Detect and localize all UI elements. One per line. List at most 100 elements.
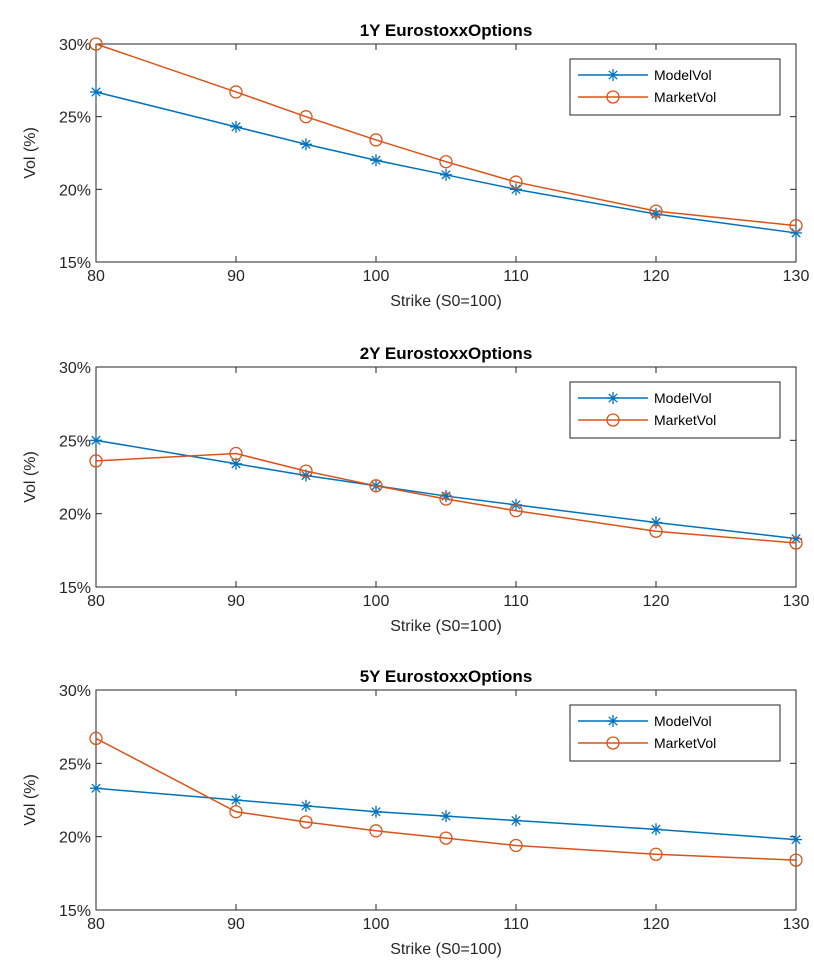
data-point-marketvol <box>369 133 383 147</box>
x-tick-label: 80 <box>87 593 105 610</box>
data-point-marketvol <box>439 492 453 506</box>
data-point-marketvol <box>89 454 103 468</box>
data-point-modelvol <box>230 120 242 133</box>
data-point-modelvol <box>370 154 382 167</box>
data-point-marketvol <box>509 175 523 189</box>
series-line-marketvol <box>95 452 797 544</box>
x-tick-label: 90 <box>227 268 245 285</box>
data-point-modelvol <box>300 138 312 151</box>
chart-panel-1: 80 90 100 110 120 130 15% 20% 25% 30% 1Y Eurostoxx… <box>22 21 809 310</box>
data-point-marketvol <box>299 110 313 124</box>
y-tick-label: 15% <box>59 903 91 920</box>
data-point-marketvol <box>789 219 803 233</box>
y-tick-label: 30% <box>59 683 91 700</box>
data-point-marketvol <box>299 464 313 478</box>
y-tick-label: 20% <box>59 830 91 847</box>
x-axis-label: Strike (S0=100) <box>390 941 502 958</box>
y-axis-label: Vol (%) <box>22 774 39 826</box>
data-point-modelvol <box>90 434 102 447</box>
data-point-modelvol <box>440 810 452 823</box>
data-point-marketvol <box>789 853 803 867</box>
y-tick-label: 15% <box>59 580 91 597</box>
data-point-marketvol <box>369 824 383 838</box>
data-point-modelvol <box>650 823 662 836</box>
data-point-marketvol <box>89 37 103 51</box>
x-tick-label: 130 <box>783 916 810 933</box>
data-point-marketvol <box>299 815 313 829</box>
data-point-modelvol <box>510 183 522 196</box>
legend-marker-marketvol <box>606 413 620 427</box>
y-axis-label: Vol (%) <box>22 451 39 503</box>
x-tick-label: 80 <box>87 916 105 933</box>
legend-marker-marketvol <box>606 90 620 104</box>
y-tick-label: 30% <box>59 37 91 54</box>
legend-label-modelvol: ModelVol <box>654 390 712 406</box>
data-point-modelvol <box>90 782 102 795</box>
data-point-marketvol <box>369 479 383 493</box>
chart-title: 5Y EurostoxxOptions <box>360 667 533 686</box>
y-tick-label: 25% <box>59 433 91 450</box>
x-tick-label: 130 <box>783 593 810 610</box>
data-point-marketvol <box>509 838 523 853</box>
data-point-modelvol <box>230 794 242 806</box>
x-axis-label: Strike (S0=100) <box>390 618 502 635</box>
data-point-marketvol <box>439 155 453 169</box>
x-tick-label: 110 <box>503 593 529 610</box>
data-point-marketvol <box>229 446 243 461</box>
y-tick-label: 25% <box>59 756 91 773</box>
y-tick-label: 30% <box>59 360 91 377</box>
y-tick-label: 15% <box>59 255 91 272</box>
legend: ModelVol MarketVol <box>569 381 781 439</box>
data-point-marketvol <box>649 204 663 218</box>
chart-panel-2: 80 90 100 110 120 130 15% 20% 25% 30% 2Y Eurostoxx… <box>22 344 809 635</box>
data-point-modelvol <box>790 833 802 846</box>
data-point-modelvol <box>90 85 102 98</box>
legend-box <box>569 704 781 762</box>
data-point-marketvol <box>229 85 243 99</box>
legend-label-marketvol: MarketVol <box>654 89 716 105</box>
x-tick-label: 130 <box>783 268 810 285</box>
legend-marker-modelvol <box>607 715 619 727</box>
x-tick-label: 120 <box>643 593 670 610</box>
series-line-marketvol <box>95 737 797 861</box>
data-point-modelvol <box>370 805 382 818</box>
y-axis-label: Vol (%) <box>22 127 39 179</box>
x-tick-label: 80 <box>87 268 105 285</box>
x-tick-label: 120 <box>643 268 670 285</box>
y-tick-label: 20% <box>59 182 91 199</box>
chart-title: 2Y EurostoxxOptions <box>360 344 533 363</box>
y-tick-label: 20% <box>59 507 91 524</box>
data-point-marketvol <box>439 831 453 845</box>
data-point-modelvol <box>790 226 802 239</box>
x-tick-label: 100 <box>363 593 390 610</box>
legend-marker-modelvol <box>607 69 619 81</box>
series-line-modelvol <box>95 787 797 841</box>
data-point-marketvol <box>509 504 523 518</box>
legend-box <box>569 58 781 116</box>
legend-label-modelvol: ModelVol <box>654 713 712 729</box>
x-tick-label: 90 <box>227 593 245 610</box>
x-tick-label: 90 <box>227 916 245 933</box>
chart-title: 1Y EurostoxxOptions <box>360 21 533 40</box>
data-point-marketvol <box>789 536 803 550</box>
series-line-marketvol <box>95 43 797 227</box>
chart-panel-3: 80 90 100 110 120 130 15% 20% 25% 30% 5Y Eurostoxx… <box>22 667 809 958</box>
data-point-modelvol <box>440 168 452 181</box>
legend: ModelVol MarketVol <box>569 704 781 762</box>
series-line-modelvol <box>95 91 797 234</box>
x-tick-label: 100 <box>363 268 390 285</box>
legend-marker-modelvol <box>607 392 619 404</box>
x-tick-label: 100 <box>363 916 390 933</box>
x-tick-label: 110 <box>503 268 529 285</box>
legend: ModelVol MarketVol <box>569 58 781 116</box>
y-tick-label: 25% <box>59 110 91 127</box>
data-point-modelvol <box>300 799 312 812</box>
legend-label-marketvol: MarketVol <box>654 412 716 428</box>
legend-marker-marketvol <box>606 736 620 750</box>
data-point-marketvol <box>649 524 663 538</box>
data-point-marketvol <box>89 731 103 746</box>
x-tick-label: 120 <box>643 916 670 933</box>
data-point-marketvol <box>649 847 663 861</box>
data-point-modelvol <box>510 814 522 827</box>
